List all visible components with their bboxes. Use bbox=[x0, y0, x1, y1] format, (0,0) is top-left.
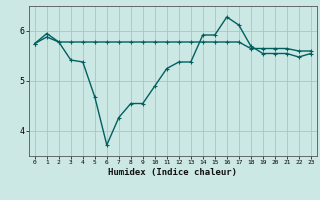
X-axis label: Humidex (Indice chaleur): Humidex (Indice chaleur) bbox=[108, 168, 237, 177]
